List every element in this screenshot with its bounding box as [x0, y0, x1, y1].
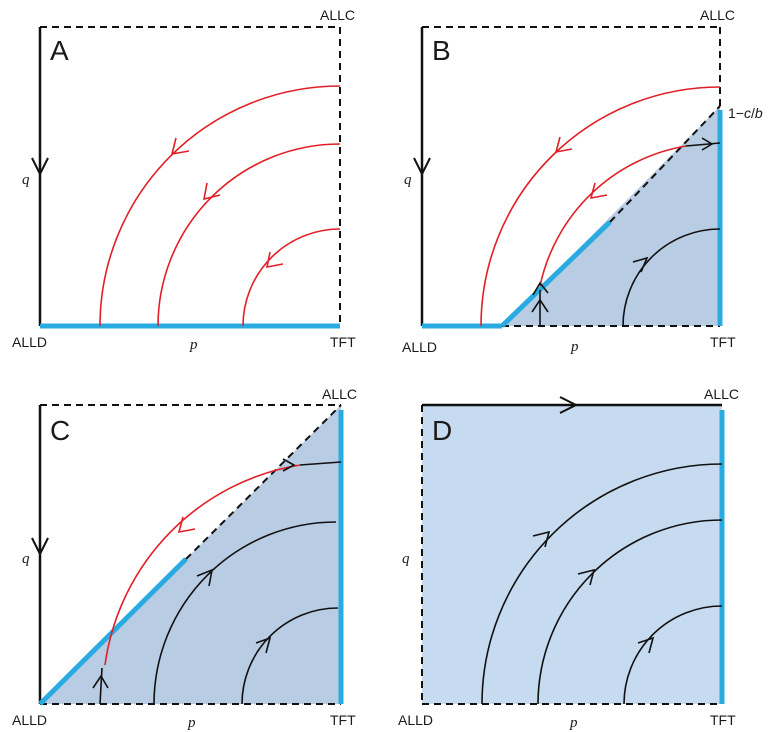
arrow-icon [170, 137, 190, 156]
allc-label: ALLC [704, 386, 739, 402]
panel-a: A ALLC q ALLD p TFT [12, 7, 356, 353]
allc-label: ALLC [700, 7, 735, 23]
trajectory [157, 143, 341, 327]
tft-basin-region [422, 405, 722, 704]
alld-label: ALLD [12, 712, 47, 728]
trajectory [481, 463, 723, 705]
arrow-icon [589, 182, 608, 200]
arrow-icon [577, 568, 596, 586]
trajectory [685, 142, 721, 147]
arrow-icon [282, 458, 296, 472]
trajectory [241, 607, 339, 705]
trajectory [480, 86, 721, 327]
arrow-icon [701, 137, 714, 151]
tft-label: TFT [710, 334, 736, 350]
arrow-icon [265, 251, 284, 269]
trajectory [623, 605, 723, 705]
alld-label: ALLD [12, 334, 47, 350]
trajectory [242, 228, 341, 327]
tft-label: TFT [330, 334, 356, 350]
trajectory [153, 521, 337, 705]
separatrix-dashed [185, 404, 342, 560]
tft-label: TFT [330, 712, 356, 728]
panel-c: C ALLC q ALLD p TFT [12, 386, 357, 731]
trajectory [99, 85, 341, 327]
arrow-icon [637, 636, 655, 654]
tft-label: TFT [710, 712, 736, 728]
p-axis-label: p [189, 337, 198, 353]
p-axis-label: p [570, 339, 579, 355]
down-arrow-icon [31, 537, 49, 557]
p-axis-label: p [569, 715, 578, 731]
allc-label: ALLC [320, 7, 355, 23]
arrow-icon [255, 636, 272, 654]
panel-letter: C [50, 415, 70, 446]
arrow-icon [532, 281, 549, 296]
panel-letter: B [432, 35, 451, 66]
fixed-point-line [500, 220, 612, 328]
trajectory [104, 464, 301, 666]
down-arrow-icon [31, 157, 49, 177]
right-arrow-icon [559, 396, 579, 414]
trajectory [622, 228, 721, 327]
trajectory [537, 519, 723, 705]
fixed-point-line [38, 557, 188, 706]
arrow-icon [554, 136, 573, 154]
arrow-icon [531, 298, 549, 313]
arrow-icon [177, 516, 196, 534]
separatrix-dashed [609, 105, 721, 223]
alld-label: ALLD [398, 712, 433, 728]
arrow-icon [532, 530, 551, 548]
panel-d: D ALLC q ALLD p TFT [398, 386, 739, 731]
down-arrow-icon [413, 157, 431, 177]
panel-b: B ALLC 1−c/b q ALLD p TFT [402, 7, 763, 355]
allc-label: ALLC [322, 386, 357, 402]
p-axis-label: p [187, 715, 196, 731]
arrow-icon [632, 256, 649, 273]
panel-letter: A [50, 35, 69, 66]
trajectory [299, 461, 342, 466]
q-axis-label: q [22, 172, 30, 188]
alld-label: ALLD [402, 339, 437, 355]
q-axis-label: q [22, 551, 30, 567]
q-axis-label: q [402, 551, 410, 567]
arrow-icon [202, 182, 221, 201]
threshold-label: 1−c/b [728, 105, 763, 121]
arrow-icon [92, 674, 109, 689]
arrow-icon [196, 568, 214, 587]
trajectory [99, 667, 103, 705]
q-axis-label: q [404, 172, 412, 188]
panel-letter: D [432, 415, 452, 446]
